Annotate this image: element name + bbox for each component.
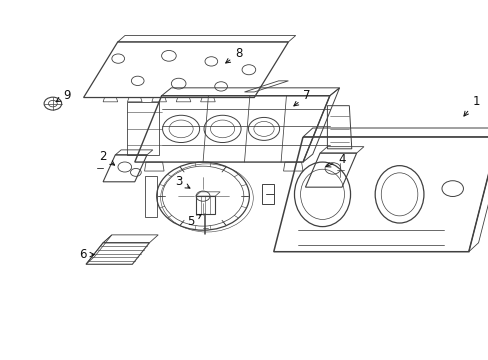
Text: 6: 6	[79, 248, 94, 261]
Bar	[261, 184, 273, 203]
Text: 4: 4	[325, 153, 345, 167]
Text: 7: 7	[293, 89, 310, 106]
Text: 3: 3	[175, 175, 189, 188]
Text: 9: 9	[56, 89, 71, 102]
Text: 1: 1	[463, 95, 479, 116]
Text: 8: 8	[225, 47, 242, 63]
Text: 5: 5	[187, 215, 201, 228]
Text: 2: 2	[99, 150, 114, 165]
